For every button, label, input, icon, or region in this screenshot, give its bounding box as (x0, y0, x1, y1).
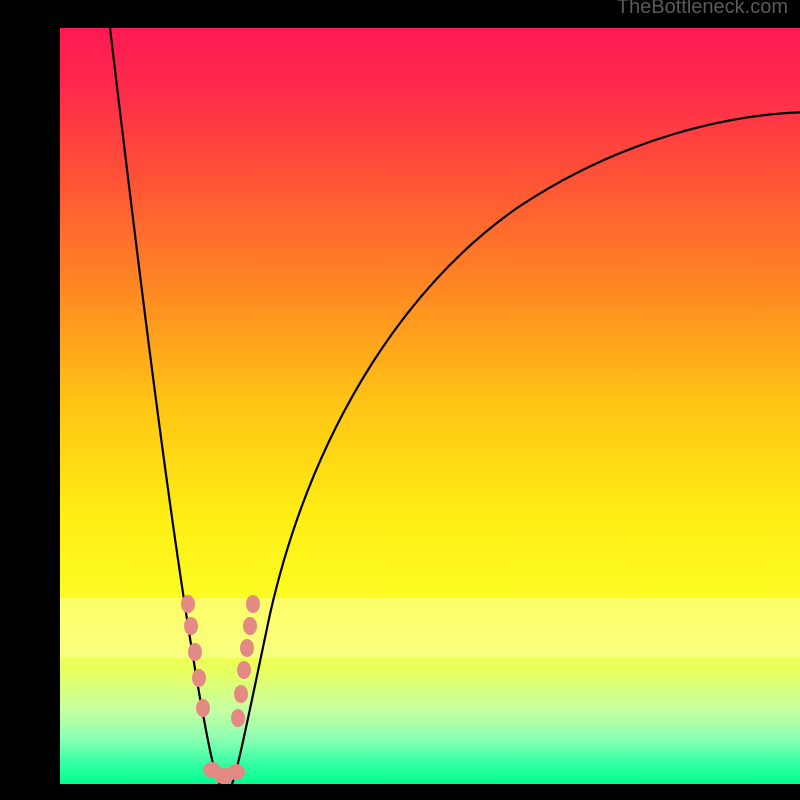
watermark-text: TheBottleneck.com (617, 0, 788, 19)
bead (192, 669, 206, 687)
pale-band (60, 598, 800, 658)
bead (237, 661, 251, 679)
bead (188, 643, 202, 661)
bead (227, 764, 245, 780)
bead (196, 699, 210, 717)
chart-plot-area (30, 14, 786, 770)
chart-svg (60, 28, 800, 784)
bead (243, 617, 257, 635)
gradient-background (60, 28, 800, 784)
bead (181, 595, 195, 613)
bead (246, 595, 260, 613)
bead (231, 709, 245, 727)
bead (240, 639, 254, 657)
bead (234, 685, 248, 703)
bead (184, 617, 198, 635)
